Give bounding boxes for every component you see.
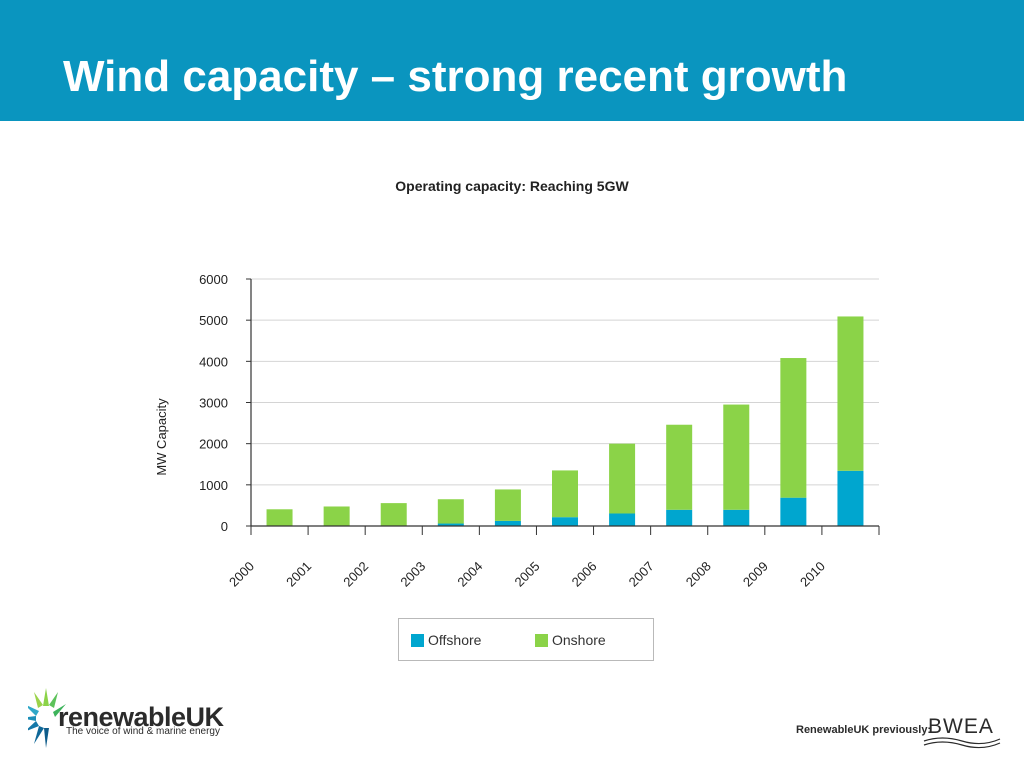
y-tick-label: 3000	[199, 396, 228, 411]
y-tick-label: 2000	[199, 437, 228, 452]
bar-offshore-2007	[666, 509, 693, 526]
bar-onshore-2007	[666, 424, 693, 510]
x-tick-label: 2004	[454, 559, 485, 590]
bar-offshore-2006	[609, 513, 636, 526]
y-tick-label: 5000	[199, 313, 228, 328]
y-tick-label: 1000	[199, 478, 228, 493]
title-banner	[0, 0, 1024, 121]
x-tick-label: 2009	[740, 559, 771, 590]
y-tick-label: 4000	[199, 354, 228, 369]
bar-offshore-2004	[494, 520, 521, 526]
legend-item-onshore: Onshore	[535, 632, 606, 648]
x-tick-label: 2000	[226, 559, 257, 590]
x-tick-label: 2003	[397, 559, 428, 590]
x-tick-label: 2010	[797, 559, 828, 590]
x-tick-label: 2006	[569, 559, 600, 590]
legend-label-onshore: Onshore	[552, 632, 606, 648]
renewableuk-logo-icon	[28, 688, 66, 748]
slide-title: Wind capacity – strong recent growth	[63, 52, 848, 101]
chart-title: Operating capacity: Reaching 5GW	[395, 178, 629, 194]
legend-label-offshore: Offshore	[428, 632, 482, 648]
logo-tagline: The voice of wind & marine energy	[66, 726, 220, 737]
bar-onshore-2006	[609, 443, 636, 514]
bar-onshore-2010	[837, 316, 864, 471]
y-tick-label: 0	[221, 519, 228, 534]
bar-onshore-2005	[552, 470, 578, 518]
bar-onshore-2003	[437, 499, 464, 524]
x-tick-label: 2005	[512, 559, 543, 590]
legend-swatch-onshore	[535, 633, 548, 647]
bar-onshore-2009	[780, 358, 807, 498]
bar-offshore-2005	[552, 517, 578, 526]
x-tick-label: 2007	[626, 559, 657, 590]
bar-onshore-2001	[323, 506, 350, 526]
legend-swatch-offshore	[411, 633, 424, 647]
logo-name: renewableUK	[58, 702, 224, 732]
previously-label: RenewableUK previously:	[796, 724, 932, 736]
y-tick-label: 6000	[199, 272, 228, 287]
bar-onshore-2000	[266, 509, 293, 526]
bar-onshore-2004	[494, 489, 521, 521]
x-tick-label: 2001	[283, 559, 314, 590]
bar-offshore-2010	[837, 470, 864, 526]
bar-offshore-2008	[723, 509, 750, 526]
bar-onshore-2002	[380, 503, 407, 526]
chart-legend: Offshore Onshore	[398, 618, 654, 661]
x-tick-label: 2002	[340, 559, 371, 590]
legend-item-offshore: Offshore	[411, 632, 481, 648]
bar-offshore-2003	[437, 523, 464, 526]
y-axis-label: MW Capacity	[154, 398, 169, 476]
bwea-wave-icon	[923, 737, 1001, 749]
bwea-logo: BWEA	[928, 715, 994, 738]
bar-offshore-2009	[780, 497, 807, 526]
x-tick-label: 2008	[683, 559, 714, 590]
bar-onshore-2008	[723, 404, 750, 510]
